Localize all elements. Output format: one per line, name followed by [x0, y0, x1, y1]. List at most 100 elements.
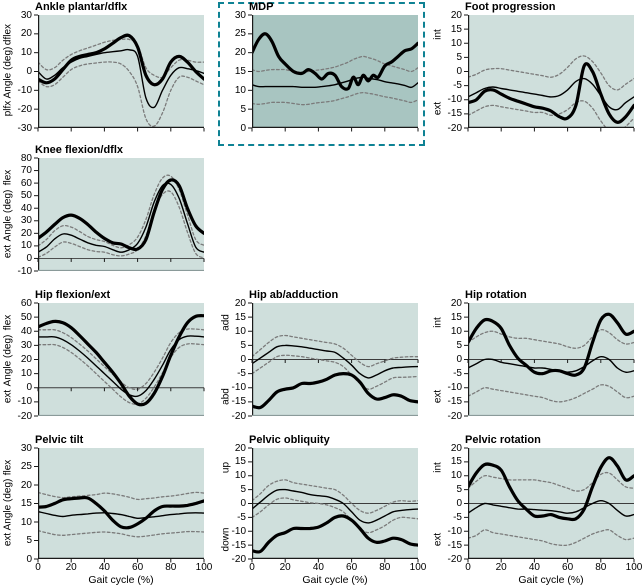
y-axis-tick-label: -10 — [447, 525, 462, 537]
y-axis-tick-label: -15 — [447, 539, 462, 551]
y-axis-tick-label: 60 — [20, 177, 32, 189]
y-axis-tick-label: 10 — [234, 470, 246, 482]
y-axis-tick-label: 5 — [240, 339, 246, 351]
y-axis-tick-label: 50 — [20, 311, 32, 323]
x-axis-tick-label: 20 — [495, 562, 507, 573]
normal_lower_sd-curve — [38, 190, 204, 259]
y-axis-tick-label: 0 — [240, 122, 246, 134]
plot-area — [34, 447, 205, 563]
chart-title: Knee flexion/dflx — [35, 144, 124, 156]
y-axis-tick-label: 0 — [456, 66, 462, 77]
plot-background — [38, 448, 204, 559]
y-axis-tick-label: 0 — [240, 354, 246, 365]
plot-background — [38, 15, 204, 128]
plot-area — [34, 302, 205, 417]
y-axis-tick-label: -20 — [17, 410, 32, 422]
normal_mean-curve — [38, 510, 204, 520]
x-axis-tick-label: 100 — [625, 562, 643, 573]
patient-curve — [38, 178, 204, 252]
y-axis-tick-label: -30 — [17, 122, 32, 134]
y-axis-tick-label: 20 — [450, 442, 462, 454]
plot-background — [38, 158, 204, 271]
x-axis-tick-label: 80 — [165, 562, 177, 573]
y-axis-tick-label: 15 — [20, 498, 32, 509]
normal_lower_sd-curve — [252, 91, 418, 106]
y-axis-tick-label: 10 — [20, 368, 32, 380]
patient-curve — [252, 372, 418, 410]
chart-title: Pelvic obliquity — [249, 434, 330, 446]
y-axis-tick-label: -15 — [447, 396, 462, 408]
x-axis-tick-label: 0 — [465, 562, 471, 573]
y-axis-tick-label: 40 — [20, 202, 32, 214]
x-axis-tick-label: 60 — [346, 562, 358, 573]
patient-curve — [38, 33, 204, 87]
y-axis-tick-label: -20 — [447, 122, 462, 134]
y-axis-tick-label: 5 — [456, 51, 462, 63]
y-axis-tick-label: 20 — [20, 354, 32, 365]
patient-curve — [468, 456, 634, 522]
y-axis-tick-label: 0 — [26, 252, 32, 264]
y-axis-tick-label: 10 — [234, 325, 246, 337]
y-axis-tick-label: 80 — [20, 152, 32, 164]
chart-title: Pelvic rotation — [465, 434, 541, 446]
plot-area — [248, 447, 419, 563]
y-axis-tick-label: -5 — [453, 511, 462, 523]
y-axis-tick-label: -15 — [447, 108, 462, 120]
y-axis-tick-label: -10 — [447, 382, 462, 394]
y-axis-tick-label: 15 — [234, 311, 246, 323]
y-axis-tick-label: 10 — [234, 84, 246, 96]
y-axis-tick-label: 15 — [450, 23, 462, 35]
y-axis-tick-label: 0 — [26, 553, 32, 565]
x-axis-tick-label: 60 — [562, 562, 574, 573]
normal_lower_sd-curve — [38, 529, 204, 538]
y-axis-tick-label: 30 — [234, 9, 246, 21]
y-axis-tick-label: 10 — [20, 47, 32, 59]
normal_mean-curve — [468, 77, 634, 111]
y-axis-tick-label: 5 — [26, 535, 32, 546]
y-axis-tick-label: 10 — [20, 240, 32, 252]
y-axis-tick-label: -20 — [447, 410, 462, 422]
patient-curve — [38, 314, 204, 407]
x-axis-tick-label: 100 — [409, 562, 427, 573]
y-axis-tick-label: 30 — [20, 442, 32, 454]
y-axis-tick-label: 20 — [234, 47, 246, 59]
y-axis-tick-label: 15 — [234, 66, 246, 77]
x-axis-tick-label: 40 — [528, 562, 540, 573]
plot-area — [34, 157, 205, 272]
y-axis-tick-label: 70 — [20, 165, 32, 177]
y-axis-tick-label: -5 — [453, 368, 462, 380]
y-axis-tick-label: 15 — [450, 311, 462, 323]
y-axis-tick-label: 15 — [234, 456, 246, 468]
normal_upper_sd-curve — [252, 55, 418, 73]
normal_upper_sd-curve — [252, 479, 418, 514]
y-axis-tick-label: 5 — [456, 484, 462, 496]
patient-curve — [468, 312, 634, 377]
normal_lower_sd-curve — [252, 354, 418, 390]
x-axis-tick-label: 80 — [379, 562, 391, 573]
y-axis-tick-label: -5 — [237, 368, 246, 380]
y-axis-tick-label: 20 — [20, 479, 32, 491]
x-axis-tick-label: 0 — [35, 562, 41, 573]
y-axis-tick-label: -10 — [17, 265, 32, 277]
normal_upper_sd-curve — [252, 334, 418, 368]
chart-title: MDP — [249, 1, 274, 13]
y-axis-tick-label: -15 — [231, 539, 246, 551]
normal_upper_sd-curve — [468, 471, 634, 492]
y-axis-tick-label: 50 — [20, 190, 32, 202]
normal_upper_sd-curve — [468, 55, 634, 91]
y-axis-tick-label: 25 — [234, 28, 246, 40]
chart-title: Ankle plantar/dflx — [35, 1, 128, 13]
y-axis-tick-label: 0 — [26, 66, 32, 77]
patient-curve — [38, 495, 204, 530]
normal_lower_sd-curve — [38, 343, 204, 405]
y-axis-tick-label: -20 — [231, 553, 246, 565]
y-axis-tick-label: 20 — [450, 9, 462, 21]
y-axis-tick-label: 20 — [20, 28, 32, 40]
y-axis-tick-label: -10 — [231, 525, 246, 537]
y-axis-tick-label: 20 — [234, 442, 246, 454]
y-axis-tick-label: -10 — [17, 84, 32, 96]
y-axis-tick-label: -5 — [453, 80, 462, 92]
x-axis-tick-label: 20 — [279, 562, 291, 573]
x-axis-tick-label: 60 — [132, 562, 144, 573]
